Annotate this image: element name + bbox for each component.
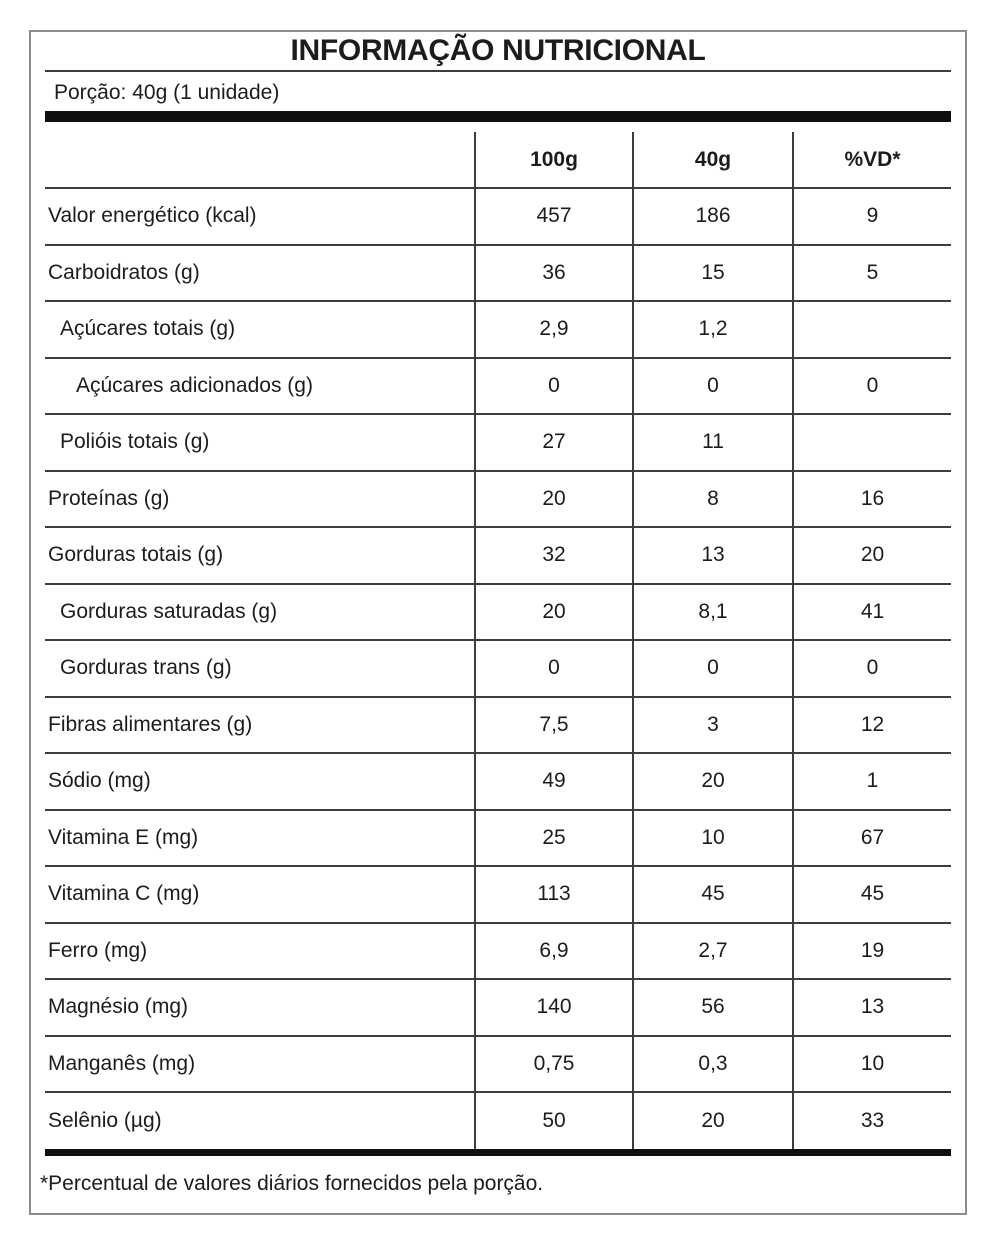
value-100g: 113 — [474, 867, 632, 922]
value-40g: 3 — [632, 697, 792, 752]
value-vd: 5 — [792, 245, 951, 300]
value-vd: 67 — [792, 810, 951, 865]
table-row: Gorduras totais (g) 32 13 20 — [45, 528, 951, 585]
value-40g: 8,1 — [632, 584, 792, 639]
nutrient-name: Sódio (mg) — [48, 769, 151, 793]
value-vd: 33 — [792, 1093, 951, 1149]
value-40g: 2,7 — [632, 923, 792, 978]
thick-divider-bottom — [45, 1149, 951, 1156]
table-row: Gorduras trans (g) 0 0 0 — [45, 641, 951, 698]
column-header-vd: %VD* — [792, 132, 951, 187]
nutrient-name: Ferro (mg) — [48, 938, 148, 962]
table-row: Açúcares adicionados (g) 0 0 0 — [45, 358, 951, 415]
nutrient-name: Polióis totais (g) — [60, 430, 210, 454]
value-40g: 20 — [632, 1093, 792, 1149]
nutrient-name: Carboidratos (g) — [48, 260, 200, 284]
nutrient-name: Valor energético (kcal) — [48, 204, 257, 228]
nutrient-name: Açúcares adicionados (g) — [76, 373, 313, 397]
value-100g: 49 — [474, 754, 632, 809]
table-row: Manganês (mg) 0,75 0,3 10 — [45, 1036, 951, 1093]
table-row: Selênio (µg) 50 20 33 — [45, 1093, 951, 1149]
value-100g: 0,75 — [474, 1036, 632, 1091]
value-40g: 186 — [632, 189, 792, 244]
value-100g: 25 — [474, 810, 632, 865]
nutrient-name: Selênio (µg) — [48, 1109, 162, 1132]
value-vd: 0 — [792, 641, 951, 696]
value-40g: 8 — [632, 471, 792, 526]
nutrient-name: Magnésio (mg) — [48, 995, 189, 1019]
column-header-spacer — [45, 132, 474, 187]
nutrient-name: Gorduras totais (g) — [48, 543, 224, 567]
table-row: Fibras alimentares (g) 7,5 3 12 — [45, 697, 951, 754]
value-vd: 19 — [792, 923, 951, 978]
nutrient-name: Açúcares totais (g) — [60, 317, 236, 341]
value-40g: 10 — [632, 810, 792, 865]
table-row: Açúcares totais (g) 2,9 1,2 — [45, 302, 951, 359]
table-row: Ferro (mg) 6,9 2,7 19 — [45, 923, 951, 980]
value-40g: 1,2 — [632, 302, 792, 357]
column-header-100g: 100g — [474, 132, 632, 187]
thick-divider-top — [45, 111, 951, 122]
value-100g: 0 — [474, 641, 632, 696]
nutrient-name: Vitamina C (mg) — [48, 882, 200, 906]
table-body: Valor energético (kcal) 457 186 9 Carboidrat… — [45, 189, 951, 1149]
value-vd: 16 — [792, 471, 951, 526]
nutrition-label: INFORMAÇÃO NUTRICIONAL Porção: 40g (1 un… — [29, 30, 967, 1215]
value-100g: 0 — [474, 358, 632, 413]
portion-size: Porção: 40g (1 unidade) — [54, 81, 280, 104]
value-40g: 0 — [632, 641, 792, 696]
value-vd: 41 — [792, 584, 951, 639]
value-40g: 11 — [632, 415, 792, 470]
value-vd: 45 — [792, 867, 951, 922]
value-100g: 36 — [474, 245, 632, 300]
nutrient-name: Fibras alimentares (g) — [48, 712, 253, 736]
table-row: Polióis totais (g) 27 11 — [45, 415, 951, 472]
table-header: 100g 40g %VD* — [45, 122, 951, 189]
value-vd: 12 — [792, 697, 951, 752]
nutrient-name: Gorduras trans (g) — [60, 656, 232, 680]
table-row: Proteínas (g) 20 8 16 — [45, 471, 951, 528]
column-header-40g: 40g — [632, 132, 792, 187]
value-100g: 140 — [474, 980, 632, 1035]
value-vd: 0 — [792, 358, 951, 413]
table-row: Carboidratos (g) 36 15 5 — [45, 245, 951, 302]
label-title: INFORMAÇÃO NUTRICIONAL — [290, 34, 706, 67]
value-vd: 10 — [792, 1036, 951, 1091]
value-100g: 27 — [474, 415, 632, 470]
value-100g: 20 — [474, 584, 632, 639]
value-vd — [792, 415, 951, 470]
value-40g: 13 — [632, 528, 792, 583]
footnote: *Percentual de valores diários fornecido… — [40, 1171, 544, 1195]
value-100g: 6,9 — [474, 923, 632, 978]
value-100g: 32 — [474, 528, 632, 583]
table-row: Magnésio (mg) 140 56 13 — [45, 980, 951, 1037]
value-40g: 20 — [632, 754, 792, 809]
value-40g: 15 — [632, 245, 792, 300]
value-40g: 0,3 — [632, 1036, 792, 1091]
table-row: Sódio (mg) 49 20 1 — [45, 754, 951, 811]
value-vd: 13 — [792, 980, 951, 1035]
value-100g: 457 — [474, 189, 632, 244]
table-row: Vitamina C (mg) 113 45 45 — [45, 867, 951, 924]
table-row: Gorduras saturadas (g) 20 8,1 41 — [45, 584, 951, 641]
table-row: Valor energético (kcal) 457 186 9 — [45, 189, 951, 246]
value-vd: 20 — [792, 528, 951, 583]
table-row: Vitamina E (mg) 25 10 67 — [45, 810, 951, 867]
value-40g: 56 — [632, 980, 792, 1035]
value-100g: 2,9 — [474, 302, 632, 357]
title-divider — [45, 70, 951, 72]
value-40g: 0 — [632, 358, 792, 413]
value-vd: 9 — [792, 189, 951, 244]
value-40g: 45 — [632, 867, 792, 922]
value-100g: 7,5 — [474, 697, 632, 752]
value-100g: 50 — [474, 1093, 632, 1149]
nutrient-name: Manganês (mg) — [48, 1051, 196, 1075]
nutrient-name: Proteínas (g) — [48, 486, 170, 510]
nutrient-name: Vitamina E (mg) — [48, 825, 199, 849]
value-100g: 20 — [474, 471, 632, 526]
value-vd: 1 — [792, 754, 951, 809]
value-vd — [792, 302, 951, 357]
nutrient-name: Gorduras saturadas (g) — [60, 599, 278, 623]
